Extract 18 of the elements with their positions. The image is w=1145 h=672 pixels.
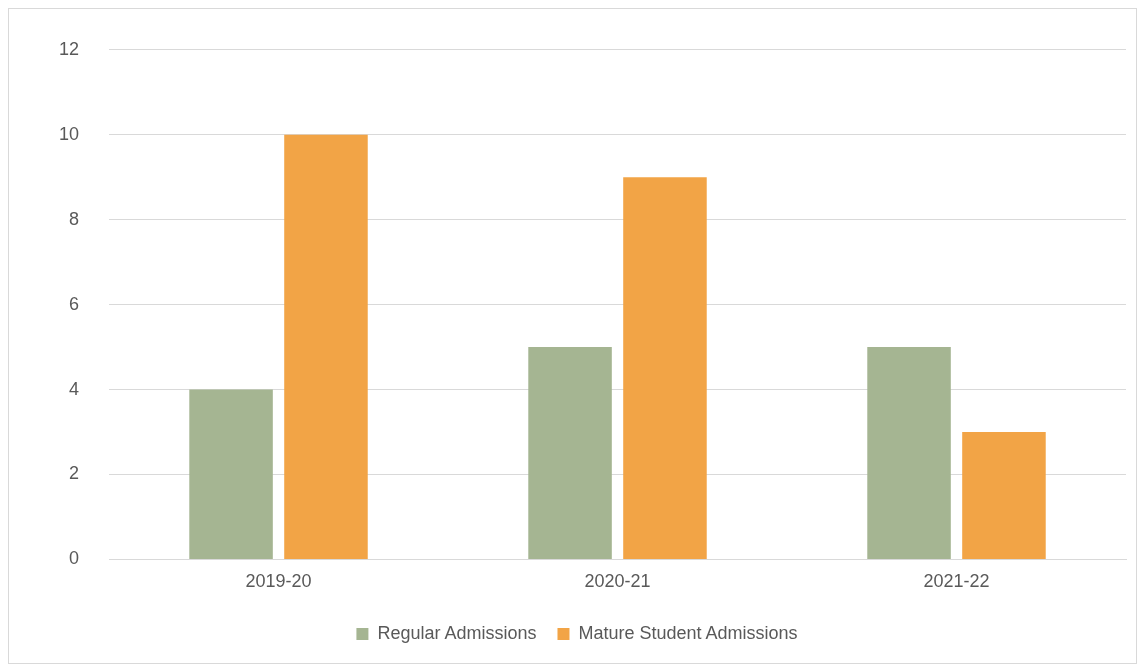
legend-label: Regular Admissions [377, 622, 537, 643]
y-tick-label: 0 [69, 548, 80, 569]
y-tick-label: 12 [58, 38, 80, 59]
y-tick-label: 8 [69, 208, 80, 229]
bar [528, 347, 612, 559]
bar [284, 134, 368, 559]
y-tick-label: 2 [69, 463, 80, 484]
x-tick-label: 2020-21 [584, 571, 651, 592]
bar [962, 432, 1046, 559]
legend-label: Mature Student Admissions [578, 622, 798, 643]
x-tick-label: 2021-22 [923, 571, 990, 592]
y-tick-label: 6 [69, 293, 80, 314]
y-tick-label: 4 [69, 378, 80, 399]
bar [189, 389, 273, 559]
bar [867, 347, 951, 559]
bar [623, 177, 707, 559]
x-tick-label: 2019-20 [245, 571, 312, 592]
y-tick-label: 10 [58, 123, 80, 144]
